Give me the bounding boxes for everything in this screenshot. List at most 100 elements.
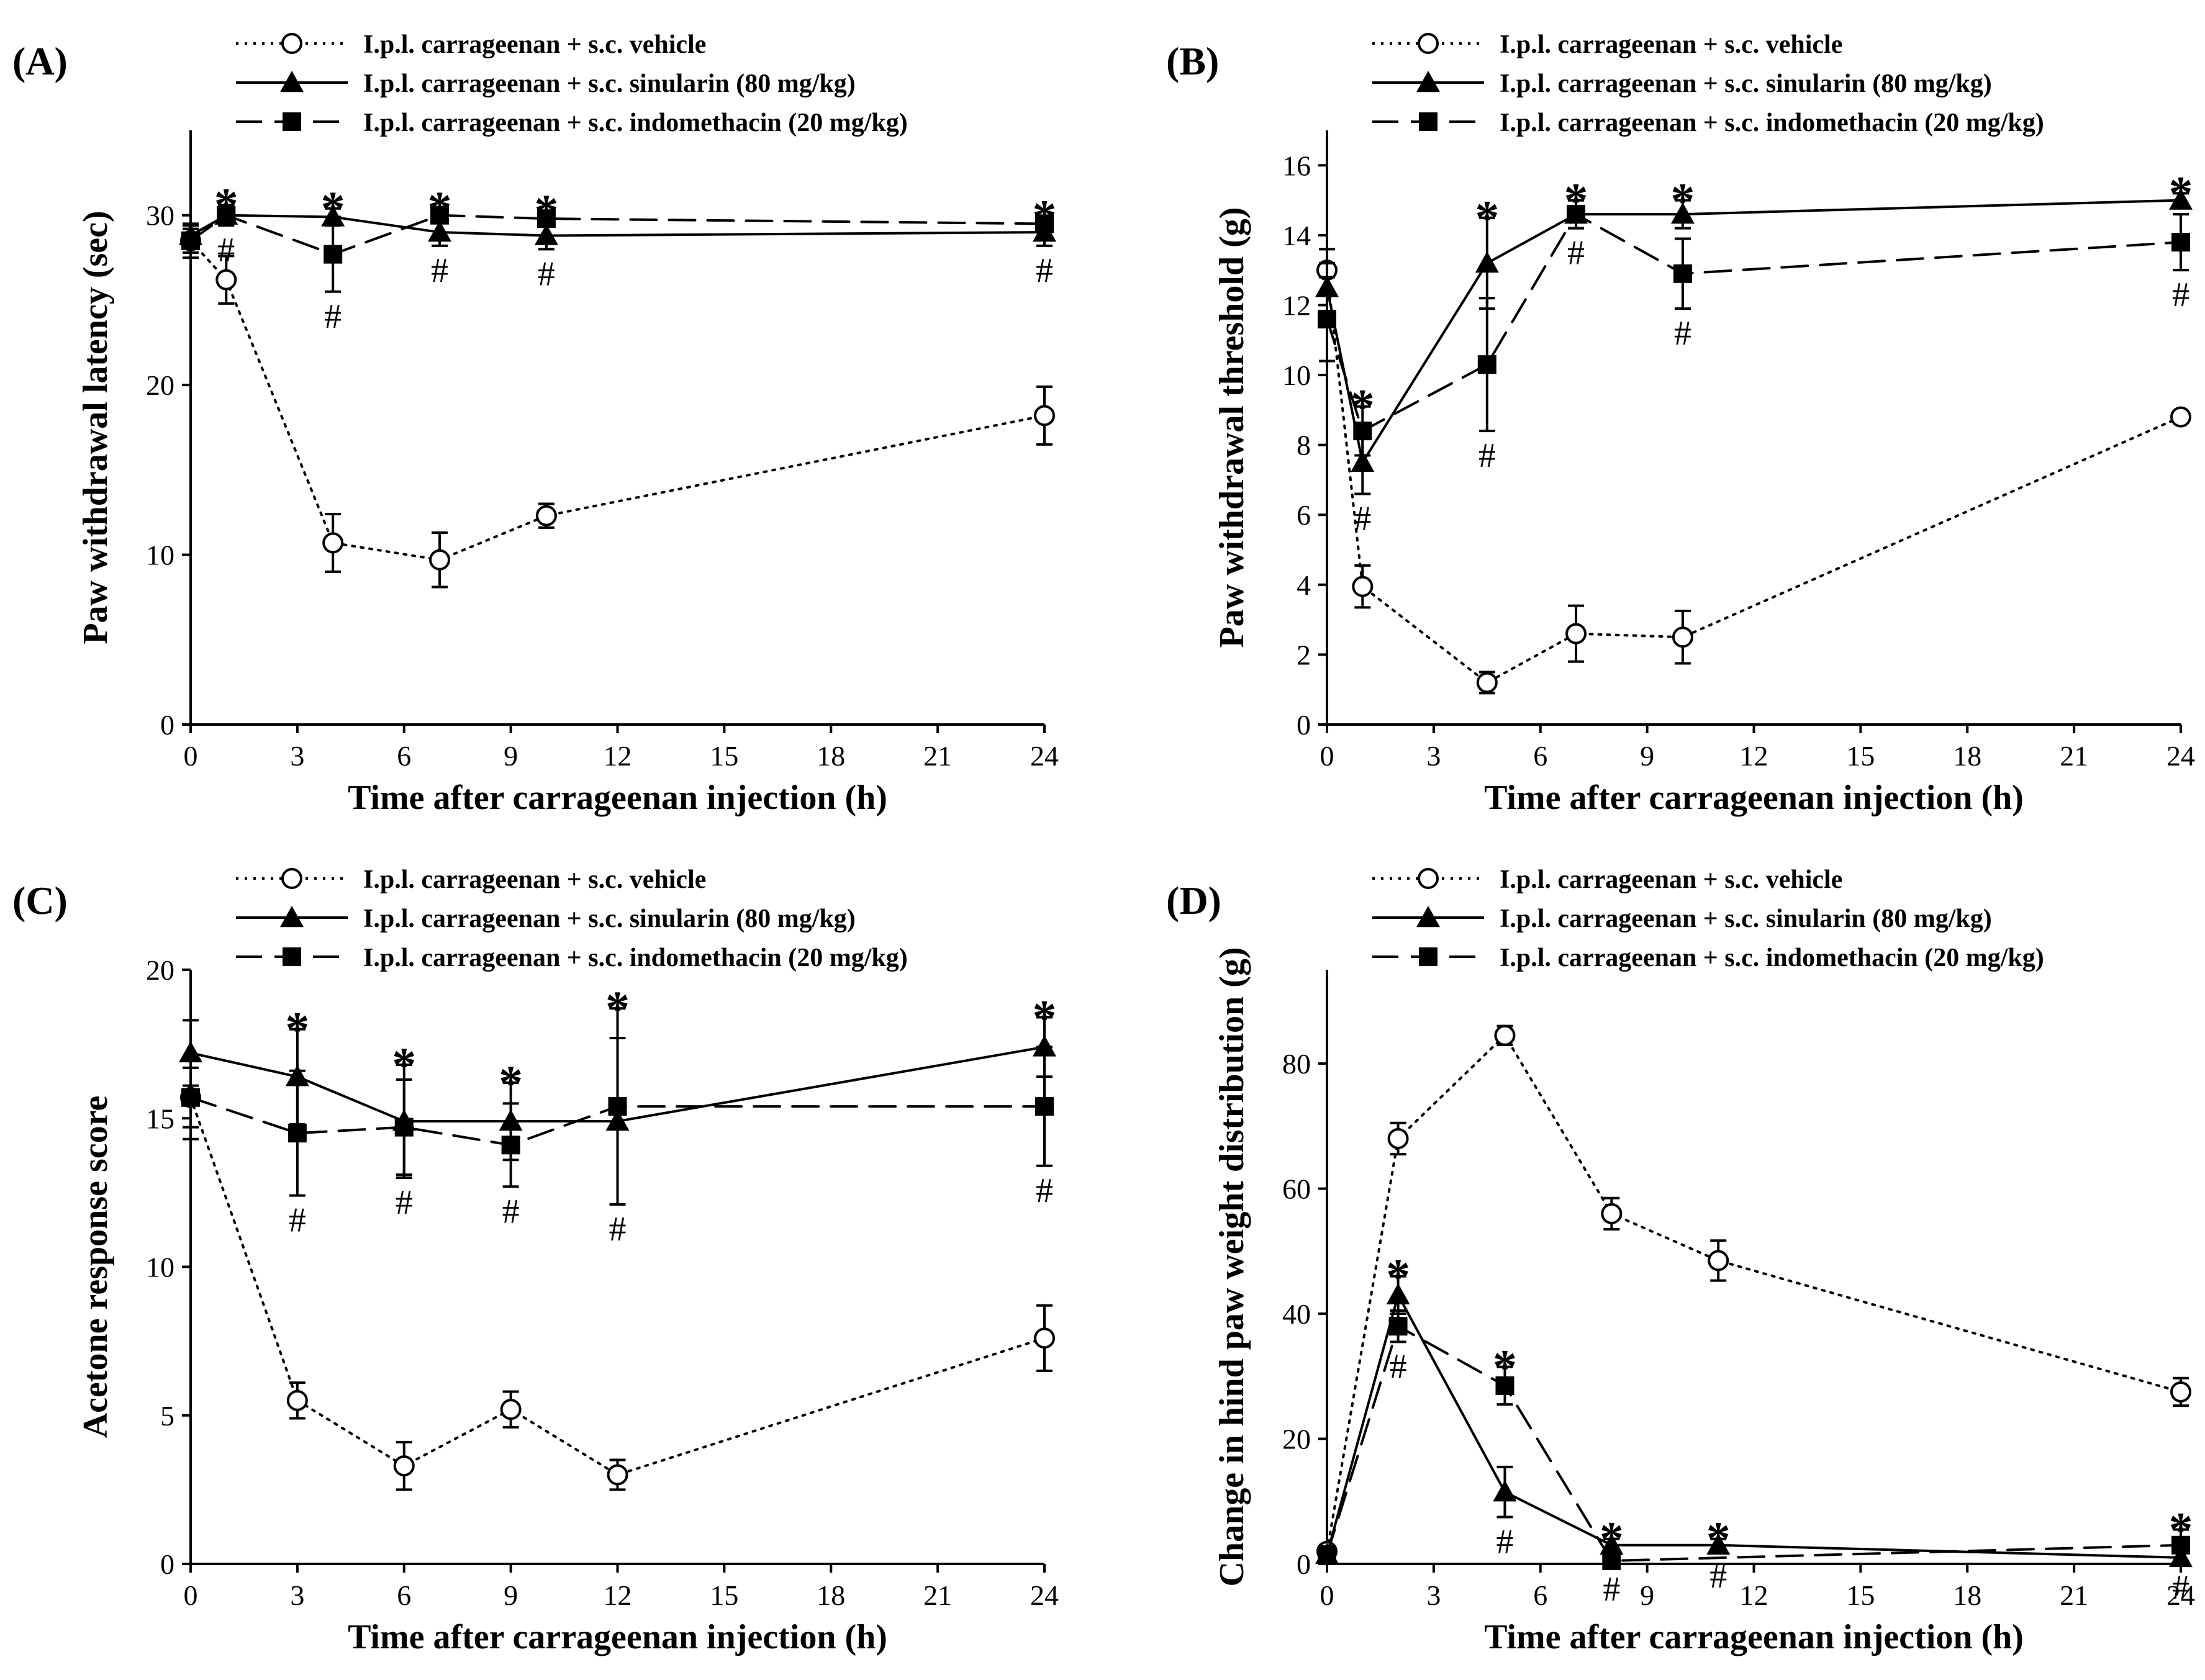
data-point — [1673, 264, 1692, 283]
data-point — [1034, 405, 1055, 427]
significance-star: * — [1475, 191, 1499, 245]
y-tick-label: 15 — [146, 1103, 174, 1134]
series-dotted — [1316, 248, 2191, 695]
x-tick-label: 9 — [504, 740, 518, 772]
legend-marker — [280, 906, 304, 928]
significance-hash: # — [1036, 1172, 1053, 1210]
significance-hash: # — [1390, 1347, 1407, 1386]
significance-hash: # — [1709, 1557, 1727, 1596]
significance-star: * — [428, 181, 452, 235]
panel-label: (D) — [1166, 878, 1221, 923]
series-line — [1326, 1324, 2182, 1562]
y-tick-label: 10 — [1282, 359, 1311, 391]
data-point — [1353, 422, 1372, 441]
significance-star: * — [2169, 166, 2193, 220]
significance-star: * — [1033, 990, 1057, 1044]
chart-panel-a: (A) 0 3 6 9 12 15 18 21 24 0 10 20 30 Time after carra… — [12, 30, 1059, 817]
x-tick-label: 3 — [1426, 740, 1441, 772]
significance-star: * — [285, 1002, 309, 1056]
x-tick-label: 15 — [710, 1579, 738, 1611]
x-tick-label: 15 — [1846, 1579, 1875, 1611]
x-tick-label: 18 — [1953, 740, 1981, 772]
significance-hash: # — [324, 297, 342, 336]
legend: I.p.l. carrageenan + s.c. vehicle I.p.l. … — [236, 30, 908, 137]
chart-panel-d: (D) 0 3 6 9 12 15 18 21 24 0 20 40 60 80 Time after car… — [1166, 865, 2195, 1656]
series-line — [189, 1096, 1046, 1476]
series-dashed — [1318, 1309, 2190, 1570]
data-point — [1388, 1317, 1408, 1336]
data-point — [181, 231, 200, 250]
data-point — [181, 1088, 200, 1107]
significance-star: * — [1600, 1512, 1624, 1566]
legend-entry: I.p.l. carrageenan + s.c. sinularin (80 … — [363, 905, 856, 933]
data-point — [1318, 1545, 1336, 1564]
x-tick-label: 12 — [1740, 1579, 1768, 1611]
legend-entry: I.p.l. carrageenan + s.c. indomethacin (… — [1500, 944, 2044, 972]
x-tick-label: 3 — [290, 740, 304, 772]
series-line — [189, 214, 1046, 256]
x-tick-label: 3 — [290, 1579, 304, 1611]
data-point — [428, 220, 452, 242]
series-dotted — [1316, 1024, 2191, 1562]
data-point — [322, 532, 344, 554]
data-point — [324, 245, 343, 264]
significance-star: * — [2169, 1502, 2193, 1556]
x-axis-title: Time after carrageenan injection (h) — [348, 779, 887, 817]
x-axis-title: Time after carrageenan injection (h) — [348, 1618, 887, 1656]
y-tick-label: 10 — [146, 1252, 174, 1283]
y-axis-title: Paw withdrawal threshold (g) — [1213, 207, 1251, 648]
significance-hash: # — [396, 1183, 413, 1222]
significance-hash: # — [1603, 1570, 1620, 1609]
significance-hash: # — [1567, 234, 1585, 273]
x-axis-title: Time after carrageenan injection (h) — [1484, 1618, 2024, 1656]
x-tick-label: 21 — [923, 740, 952, 772]
significance-star: * — [605, 981, 630, 1035]
y-tick-label: 30 — [146, 200, 174, 232]
significance-hash: # — [289, 1201, 306, 1240]
significance-star: * — [499, 1055, 523, 1109]
series-line — [1326, 1291, 2182, 1559]
significance-star: * — [1033, 189, 1057, 243]
data-point — [535, 505, 557, 526]
significance-star: * — [1351, 379, 1375, 433]
series-line — [1326, 269, 2182, 684]
significance-star: * — [214, 178, 238, 232]
x-tick-label: 24 — [2167, 740, 2195, 772]
panel-label: (C) — [12, 878, 68, 923]
x-tick-label: 24 — [2167, 1579, 2195, 1611]
significance-star: * — [392, 1037, 416, 1091]
data-point — [537, 209, 556, 228]
data-point — [394, 1118, 414, 1137]
data-point — [1494, 1024, 1516, 1046]
data-point — [2170, 1381, 2191, 1402]
legend-marker — [1416, 71, 1440, 93]
data-point — [1477, 355, 1496, 374]
legend: I.p.l. carrageenan + s.c. vehicle I.p.l. … — [1372, 865, 2044, 972]
data-point — [1495, 1376, 1515, 1395]
legend-marker — [1416, 906, 1440, 928]
y-tick-label: 0 — [160, 709, 174, 741]
y-tick-label: 2 — [1297, 639, 1311, 671]
data-point — [534, 224, 558, 245]
legend-entry: I.p.l. carrageenan + s.c. vehicle — [363, 865, 706, 894]
y-tick-label: 8 — [1297, 430, 1311, 461]
significance-star: * — [1706, 1512, 1731, 1566]
legend: I.p.l. carrageenan + s.c. vehicle I.p.l. … — [236, 865, 908, 972]
significance-hash: # — [502, 1192, 520, 1231]
x-tick-label: 9 — [1640, 740, 1654, 772]
x-tick-label: 24 — [1030, 740, 1059, 772]
series-line — [1326, 212, 2182, 433]
x-tick-label: 6 — [397, 1579, 411, 1611]
series-line — [189, 1045, 1046, 1123]
data-point — [215, 269, 237, 291]
data-point — [608, 1097, 627, 1116]
legend-entry: I.p.l. carrageenan + s.c. indomethacin (… — [363, 109, 908, 137]
data-point — [1386, 1283, 1410, 1305]
data-point — [1035, 1097, 1054, 1116]
data-point — [288, 1124, 307, 1143]
legend-marker — [1418, 33, 1439, 54]
significance-star: * — [534, 184, 558, 238]
x-tick-label: 6 — [1533, 1579, 1547, 1611]
legend-entry: I.p.l. carrageenan + s.c. vehicle — [1500, 865, 1842, 894]
